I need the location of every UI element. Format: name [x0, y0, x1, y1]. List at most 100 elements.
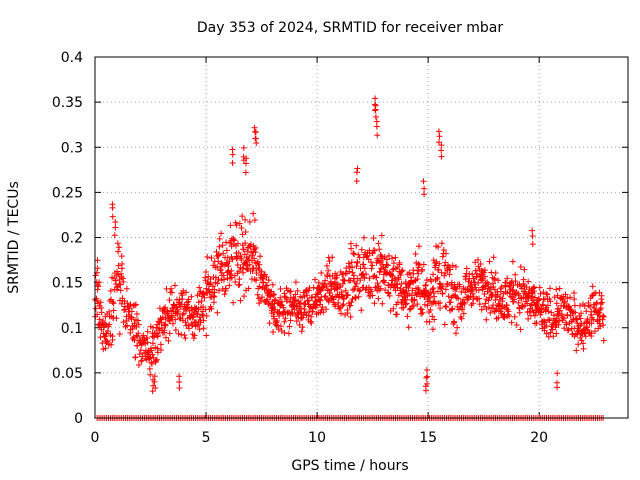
data-point	[323, 306, 330, 313]
data-point	[371, 247, 378, 254]
data-point	[216, 243, 223, 250]
data-point	[573, 347, 580, 354]
data-point	[504, 275, 511, 282]
data-point	[226, 282, 233, 289]
data-point	[482, 300, 489, 307]
data-point	[228, 267, 235, 274]
data-point	[358, 307, 365, 314]
data-point	[291, 306, 298, 313]
data-point	[342, 287, 349, 294]
data-point-peak	[435, 128, 442, 135]
data-point	[599, 299, 606, 306]
data-point	[128, 315, 135, 322]
data-point-peak	[111, 232, 118, 239]
data-point	[203, 312, 210, 319]
data-point	[126, 305, 133, 312]
data-point	[349, 286, 356, 293]
data-point	[476, 295, 483, 302]
data-point-peak	[112, 219, 119, 226]
data-point	[200, 325, 207, 332]
data-point	[188, 293, 195, 300]
data-point	[442, 303, 449, 310]
data-point	[176, 314, 183, 321]
data-point	[560, 315, 567, 322]
data-point	[216, 235, 223, 242]
data-point	[553, 286, 560, 293]
data-point	[538, 305, 545, 312]
data-point	[128, 308, 135, 315]
data-point	[229, 256, 236, 263]
y-tick-label: 0.05	[52, 366, 83, 382]
data-point	[430, 326, 437, 333]
data-point	[211, 289, 218, 296]
data-point	[137, 347, 144, 354]
data-point	[299, 324, 306, 331]
data-point	[562, 291, 569, 298]
data-point	[404, 313, 411, 320]
data-point	[340, 296, 347, 303]
data-point	[216, 251, 223, 258]
data-point	[204, 253, 211, 260]
data-point	[236, 281, 243, 288]
data-point	[437, 305, 444, 312]
data-point	[182, 335, 189, 342]
data-point	[398, 268, 405, 275]
data-point	[333, 285, 340, 292]
data-point	[120, 319, 127, 326]
data-point	[348, 259, 355, 266]
data-point	[154, 332, 161, 339]
data-point-peak	[242, 169, 249, 176]
data-point	[256, 261, 263, 268]
data-point	[409, 287, 416, 294]
data-point	[147, 371, 154, 378]
data-point	[422, 282, 429, 289]
data-point	[340, 295, 347, 302]
chart-title: Day 353 of 2024, SRMTID for receiver mba…	[197, 20, 504, 36]
data-point	[282, 315, 289, 322]
data-point	[394, 281, 401, 288]
data-point	[216, 287, 223, 294]
data-point	[238, 224, 245, 231]
data-point	[384, 289, 391, 296]
data-point	[358, 246, 365, 253]
data-point	[361, 265, 368, 272]
data-point	[525, 315, 532, 322]
data-point	[266, 292, 273, 299]
data-point	[441, 321, 448, 328]
x-tick-label: 15	[419, 430, 437, 446]
data-point-peak	[424, 380, 431, 387]
data-point-peak	[118, 253, 125, 260]
data-point	[377, 285, 384, 292]
data-point-peak	[176, 379, 183, 386]
data-point	[162, 304, 169, 311]
data-point	[410, 267, 417, 274]
axis-ticks: 0 0.05 0.1 0.15 0.2 0.25 0.3 0.35 0.4 0 5 10 15 20	[52, 50, 628, 446]
data-point	[118, 273, 125, 280]
data-point	[265, 277, 272, 284]
data-point	[551, 294, 558, 301]
data-point	[303, 292, 310, 299]
data-point-peak	[554, 370, 561, 377]
data-point	[139, 353, 146, 360]
data-point	[214, 280, 221, 287]
data-point	[347, 277, 354, 284]
data-point-peak	[421, 185, 428, 192]
data-point	[189, 314, 196, 321]
data-point	[493, 306, 500, 313]
data-point	[218, 260, 225, 267]
data-point	[503, 302, 510, 309]
data-point	[350, 272, 357, 279]
data-point	[396, 259, 403, 266]
data-point-peak	[438, 147, 445, 154]
data-point	[406, 269, 413, 276]
data-point	[345, 260, 352, 267]
data-point	[366, 275, 373, 282]
data-point	[104, 328, 111, 335]
data-point	[418, 310, 425, 317]
data-point	[249, 252, 256, 259]
data-point	[449, 305, 456, 312]
data-point	[507, 293, 514, 300]
data-point	[133, 311, 140, 318]
data-point	[101, 320, 108, 327]
data-point	[114, 240, 121, 247]
